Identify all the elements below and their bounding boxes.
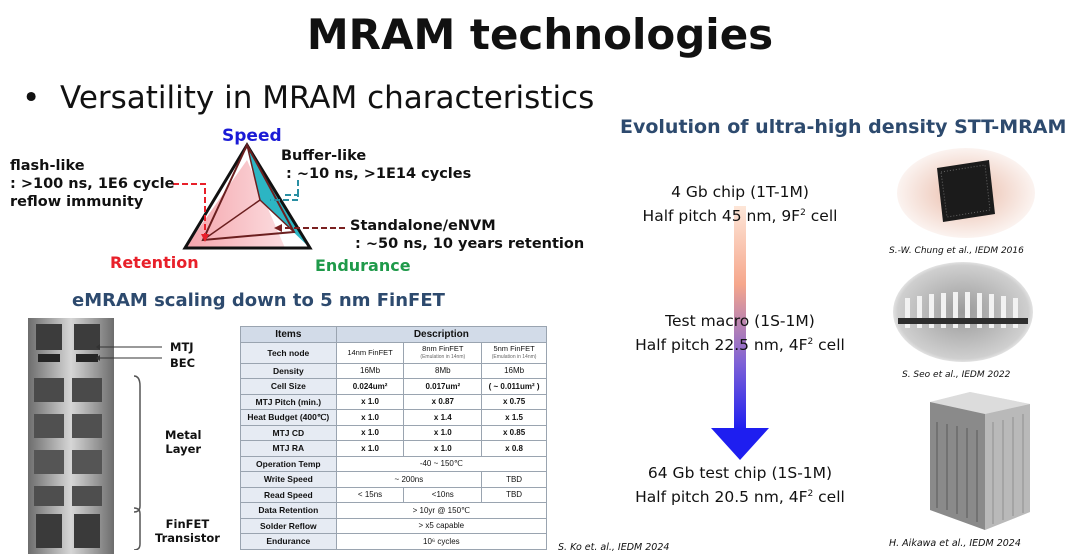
retention-label: Retention — [110, 253, 199, 272]
stack-markers — [96, 344, 162, 550]
spec-table: Items Description Tech node 14nm FinFET … — [240, 326, 548, 550]
chung-citation: S.-W. Chung et al., IEDM 2016 — [889, 246, 1024, 256]
macro-cross-section — [893, 262, 1033, 362]
scaling-header: eMRAM scaling down to 5 nm FinFET — [72, 290, 445, 311]
finfet-label: FinFET Transistor — [155, 517, 220, 545]
node-5nm: 5nm FinFET (Emulation in 14nm) — [481, 341, 547, 364]
mtj-label: MTJ — [170, 340, 194, 354]
stage-1-text: 4 Gb chip (1T-1M) Half pitch 45 nm, 9F2 … — [642, 183, 838, 226]
bullet-line: • Versatility in MRAM characteristics — [22, 80, 594, 116]
seo-citation: S. Seo et al., IEDM 2022 — [902, 370, 1011, 380]
table-row: Data Retention > 10yr @ 150℃ — [240, 502, 548, 519]
table-row: Cell Size 0.024um² 0.017um²( ~ 0.011um² ) — [240, 378, 547, 395]
endurance-label: Endurance — [315, 256, 411, 275]
table-row: MTJ CD x 1.0 x 1.0 x 0.85 — [240, 424, 547, 441]
buffer-like-text: Buffer-like : ~10 ns, >1E14 cycles — [281, 148, 472, 182]
table-row: Read Speed < 15ns <10ns TBD — [240, 486, 547, 503]
triangle-diagram — [170, 142, 345, 250]
table-row: Density 16Mb 8Mb 16Mb — [240, 362, 547, 379]
tech-node-cell: Tech node — [240, 341, 337, 364]
aikawa-citation: H. Aikawa et al., IEDM 2024 — [889, 538, 1021, 549]
header-description: Description — [335, 326, 548, 343]
table-row: Write Speed ~ 200ns TBD — [240, 471, 547, 488]
node-14nm: 14nm FinFET — [335, 341, 405, 364]
inner-triangle — [201, 142, 296, 242]
flash-like-text: flash-like : >100 ns, 1E6 cycle reflow i… — [10, 158, 175, 210]
table-row: Endurance 10⁶ cycles — [240, 533, 548, 550]
chip-photo — [897, 148, 1035, 238]
stage-3-text: 64 Gb test chip (1S-1M) Half pitch 20.5 … — [635, 464, 845, 507]
stage-2-text: Test macro (1S-1M) Half pitch 22.5 nm, 4… — [635, 312, 845, 355]
evolution-header: Evolution of ultra-high density STT-MRAM — [620, 116, 1067, 138]
evolution-arrow — [711, 206, 769, 460]
bullet-text: Versatility in MRAM characteristics — [60, 80, 595, 116]
metal-layer-label: Metal Layer — [165, 428, 202, 456]
bullet-marker: • — [22, 80, 41, 116]
standalone-text: Standalone/eNVM : ~50 ns, 10 years reten… — [350, 218, 585, 252]
table-row: MTJ Pitch (min.) x 1.0 x 0.87 x 0.75 — [240, 393, 547, 410]
table-row: Heat Budget (400℃) x 1.0 x 1.4 x 1.5 — [240, 409, 547, 426]
table-row: Solder Reflow > x5 capable — [240, 517, 548, 534]
block-photo — [930, 392, 1030, 530]
table-row: MTJ RA x 1.0 x 1.0 x 0.8 — [240, 440, 547, 457]
slide-title: MRAM technologies — [306, 10, 774, 59]
table-row: Operation Temp -40 ~ 150℃ — [240, 455, 548, 472]
speed-label: Speed — [222, 126, 282, 146]
bec-label: BEC — [170, 356, 196, 370]
outer-triangle — [182, 142, 313, 250]
header-items: Items — [240, 326, 337, 343]
cross-section-image — [28, 318, 114, 554]
ko-citation: S. Ko et. al., IEDM 2024 — [558, 542, 670, 553]
node-8nm: 8nm FinFET (Emulation in 14nm) — [403, 341, 483, 364]
